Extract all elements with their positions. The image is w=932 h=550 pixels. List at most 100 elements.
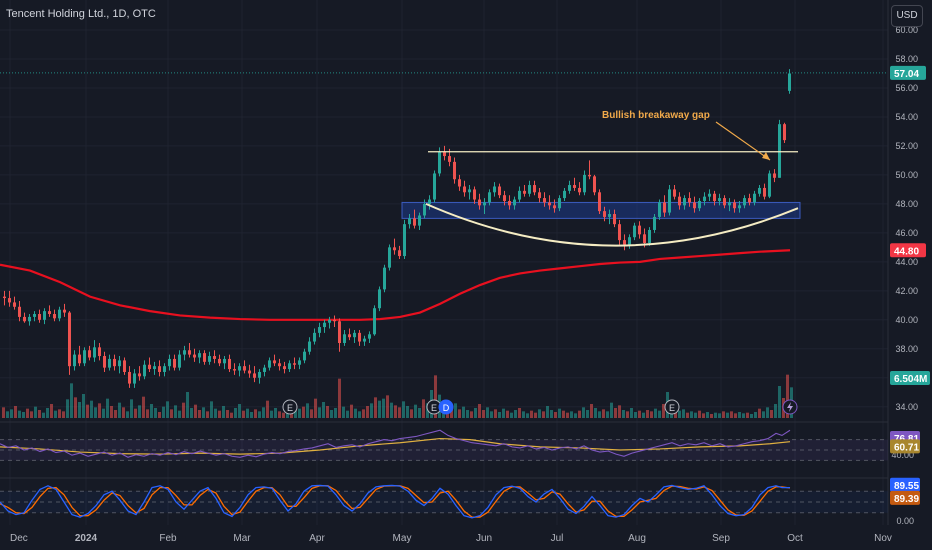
candle-body	[368, 334, 371, 339]
volume-bar	[502, 408, 505, 418]
price-tick-label: 40.00	[895, 315, 918, 325]
volume-bar	[246, 408, 249, 418]
candle-body	[158, 366, 161, 372]
volume-bar	[462, 406, 465, 418]
candle-body	[168, 358, 171, 367]
candle-body	[223, 358, 226, 364]
volume-bar	[30, 411, 33, 418]
volume-bar	[182, 402, 185, 418]
volume-bar	[646, 410, 649, 418]
candle-body	[238, 366, 241, 371]
volume-bar	[514, 410, 517, 418]
candle-body	[73, 354, 76, 367]
volume-bar	[86, 404, 89, 418]
ma-badge-text: 44.80	[894, 246, 919, 257]
candle-body	[93, 347, 96, 358]
volume-bar	[10, 409, 13, 418]
volume-bar	[354, 408, 357, 418]
candle-body	[23, 316, 26, 322]
volume-bar	[94, 407, 97, 418]
candle-body	[163, 366, 166, 372]
stoch-d-badge-bg	[890, 490, 920, 505]
currency-button[interactable]: USD	[891, 5, 923, 27]
x-tick-label: Nov	[874, 533, 892, 544]
candle-body	[203, 353, 206, 362]
candle-body	[33, 314, 36, 317]
price-tick-label: 42.00	[895, 286, 918, 296]
x-tick-label: 2024	[75, 533, 98, 544]
volume-bar	[738, 412, 741, 418]
candle-body	[8, 298, 11, 303]
marker-label: E	[287, 403, 293, 413]
volume-bar	[198, 410, 201, 418]
candle-body	[103, 356, 106, 368]
candle-body	[78, 354, 81, 364]
volume-bar	[218, 410, 221, 418]
volume-bar	[486, 407, 489, 418]
volume-bar	[298, 408, 301, 418]
candle-body	[248, 370, 251, 374]
candle-body	[333, 319, 336, 322]
candle-body	[763, 187, 766, 197]
volume-bar	[74, 397, 77, 418]
candle-body	[458, 179, 461, 187]
candle-body	[753, 193, 756, 203]
candle-body	[83, 350, 86, 364]
volume-bar	[130, 399, 133, 418]
volume-bar	[622, 410, 625, 418]
rsi-ma-badge-text: 60.71	[894, 442, 919, 453]
volume-bar	[554, 412, 557, 418]
volume-bar	[570, 411, 573, 418]
candle-body	[563, 190, 566, 199]
volume-bar	[618, 405, 621, 418]
volume-bar	[282, 412, 285, 418]
candle-body	[768, 173, 771, 197]
candle-body	[508, 200, 511, 206]
candle-body	[548, 202, 551, 206]
candle-body	[603, 211, 606, 217]
volume-bar	[14, 406, 17, 418]
price-tick-label: 46.00	[895, 228, 918, 238]
volume-bar	[350, 404, 353, 418]
candle-body	[433, 173, 436, 200]
candle-body	[268, 360, 271, 368]
volume-bar	[450, 408, 453, 418]
candle-body	[13, 302, 16, 307]
volume-bar	[234, 408, 237, 418]
volume-bar	[34, 406, 37, 418]
volume-bar	[6, 411, 9, 418]
volume-bar	[414, 404, 417, 418]
candle-body	[313, 332, 316, 342]
candle-body	[243, 366, 246, 371]
candle-body	[63, 309, 66, 313]
volume-bar	[774, 404, 777, 418]
candle-body	[438, 151, 441, 174]
price-tick-label: 56.00	[895, 83, 918, 93]
candle-body	[468, 189, 471, 193]
volume-bar	[786, 374, 789, 418]
volume-bar	[226, 410, 229, 418]
volume-bar	[194, 404, 197, 418]
volume-bar	[142, 396, 145, 418]
lightning-icon	[787, 402, 793, 412]
volume-bar	[366, 406, 369, 418]
rsi-ma-badge: 60.71	[890, 439, 920, 454]
volume-bar	[338, 378, 341, 418]
stoch-tick-label: 0.00	[896, 516, 914, 526]
candle-body	[218, 358, 221, 364]
candle-body	[208, 356, 211, 362]
candle-body	[283, 366, 286, 370]
annotation-label: Bullish breakaway gap	[602, 110, 710, 121]
x-tick-label: May	[393, 533, 412, 544]
candle-body	[538, 192, 541, 199]
candle-body	[758, 187, 761, 194]
volume-bar	[638, 410, 641, 418]
volume-bar	[778, 386, 781, 418]
volume-bar	[690, 411, 693, 418]
volume-bar	[294, 410, 297, 418]
volume-bar	[222, 406, 225, 418]
candle-body	[608, 214, 611, 217]
volume-bar	[642, 412, 645, 418]
volume-bar	[562, 410, 565, 418]
